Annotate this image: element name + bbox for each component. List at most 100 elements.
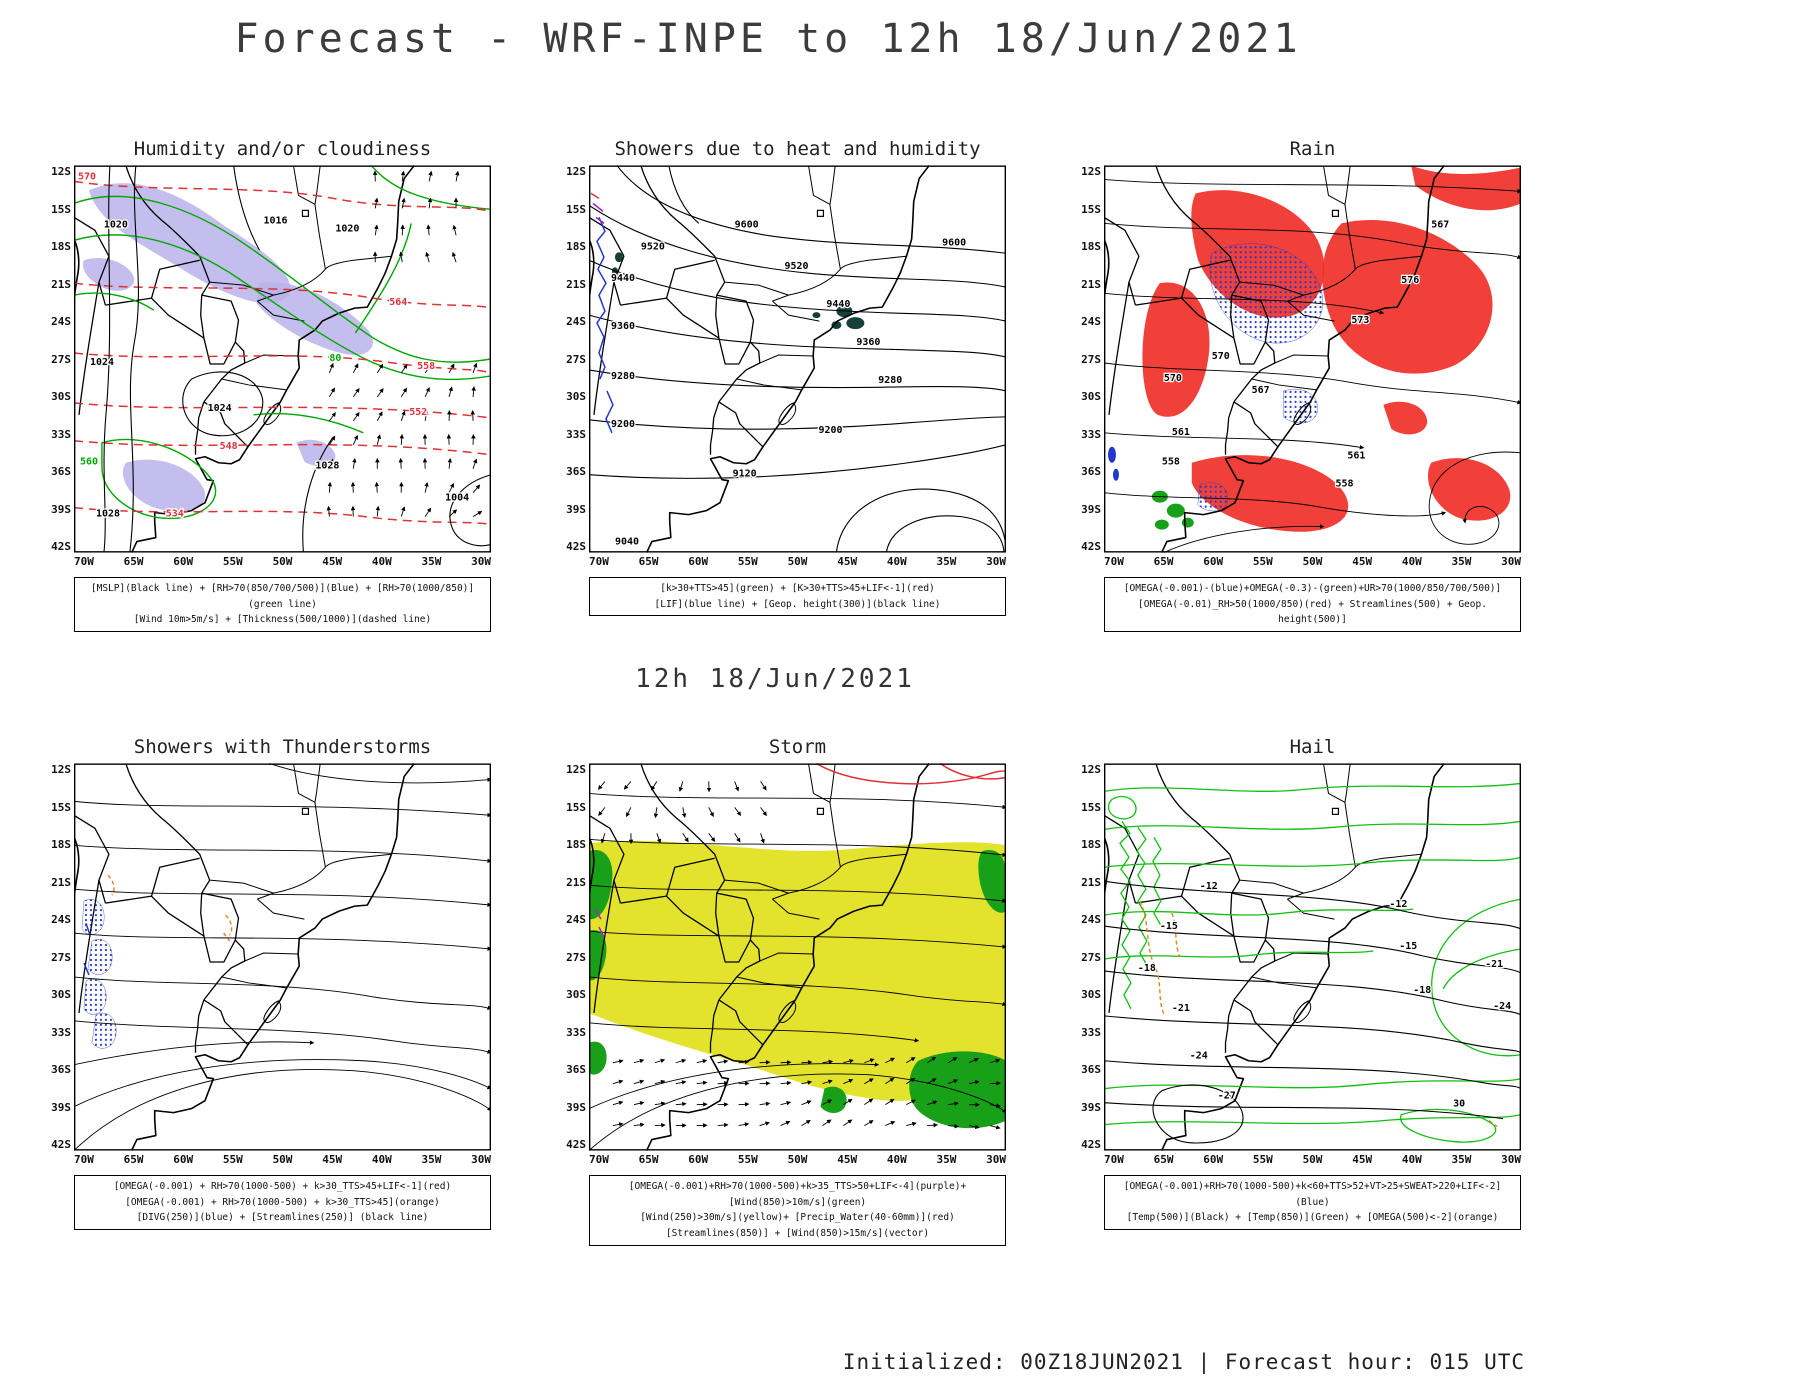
contour-label: 1020 [335,223,359,234]
tick-label: 60W [173,1153,194,1167]
tick-label: 45W [322,1153,343,1167]
legend-line: [OMEGA(-0.001) + RH>70(1000-500) + k>30_… [113,1181,452,1193]
contour-labels-layer: 561 567 570 573 576 558 561 567 570 558 [1161,218,1451,491]
tick-label: 18S [566,240,586,253]
contour-labels-layer: 9600 9600 9520 9520 9440 9440 9360 9360 9280 9280… [610,218,968,549]
tick-label: 30S [51,390,71,403]
tick-label: 27S [51,352,71,366]
tick-label: 36S [1081,1063,1101,1077]
tick-label: 27S [566,352,586,366]
panel-title: Hail [1289,736,1336,759]
map-rain: 561 567 570 573 576 558 561 567 570 558 [1104,165,1521,553]
tick-label: 21S [566,875,586,889]
instability-red-purple-bits [590,192,605,224]
tick-label: 65W [1153,555,1174,568]
contour-label: 552 [409,407,427,418]
tick-label: 33S [51,427,71,441]
tick-label: 36S [566,1063,586,1077]
contour-label: 1028 [315,461,339,472]
legend-line: [OMEGA(-0.01)_RH>50(1000/850)(red) + Str… [1138,598,1487,626]
panel-thunderstorms: Showers with Thunderstorms 12S 15S 18S 21S 2… [44,736,491,1246]
tick-label: 18S [1081,240,1101,253]
panel-title: Storm [768,736,827,759]
tick-label: 27S [1081,352,1101,366]
streamlines-layer [589,792,1006,1151]
lat-axis: 12S 15S 18S 21S 24S 27S 30S 33S 36S 39S 42S [559,165,589,553]
tick-label: 12S [566,165,586,178]
tick-label: 50W [272,1153,293,1167]
tick-label: 55W [1252,1153,1273,1167]
orange-instability-bits [107,874,233,942]
contour-label: 1028 [96,509,120,520]
tick-label: 30W [471,1153,491,1167]
contour-label: 570 [1164,373,1182,384]
contour-labels-layer: 1020 1016 1020 1024 1028 1024 1004 1028 570 564 55… [77,170,471,521]
wind-vectors-layer-south [612,1056,1001,1130]
lon-axis: 70W 65W 60W 55W 50W 45W 40W 35W 30W [74,555,491,568]
tick-label: 15S [1081,800,1101,814]
contour-label: 1024 [90,357,114,368]
lon-axis: 70W 65W 60W 55W 50W 45W 40W 35W 30W [1104,555,1521,568]
legend-line: [Wind(250)>30m/s](yellow)+ [Precip_Water… [640,1212,955,1224]
tick-label: 15S [566,800,586,814]
tick-label: 40W [371,1153,392,1167]
jet-yellow-shading-layer [589,840,1006,1101]
tick-label: 30S [1081,988,1101,1002]
omega-orange-contours [1139,900,1498,1128]
tick-label: 65W [1153,1153,1174,1167]
contour-label: 558 [417,361,435,372]
legend-box: [OMEGA(-0.001)+RH>70(1000-500)+k<60+TTS>… [1104,1175,1521,1231]
contour-label: -12 [1200,881,1218,892]
contour-label: -15 [1160,921,1178,932]
tick-label: 42S [51,1138,71,1152]
tick-label: 45W [1352,1153,1373,1167]
panel-title: Humidity and/or cloudiness [133,138,432,160]
geopotential-black-contours [589,165,1006,553]
tick-label: 65W [638,555,659,568]
cloud-shading-layer [82,183,373,512]
tick-label: 24S [51,315,71,328]
tick-label: 35W [421,555,442,568]
legend-line: [OMEGA(-0.001) + RH>70(1000-500) + k>30_… [125,1196,440,1208]
tick-label: 40W [1401,1153,1422,1167]
streamlines-layer [1104,178,1521,553]
tick-label: 70W [1104,555,1124,568]
contour-label: 1020 [104,219,128,230]
tick-label: 70W [589,1153,609,1167]
tick-label: 36S [566,465,586,478]
tick-label: 18S [1081,838,1101,852]
tick-label: 55W [222,555,243,568]
contour-label: 558 [1335,479,1353,490]
tick-label: 12S [1081,165,1101,178]
lat-axis: 12S 15S 18S 21S 24S 27S 30S 33S 36S 39S 42S [44,165,74,553]
tick-label: 36S [51,465,71,478]
tick-label: 30W [986,555,1006,568]
tick-label: 55W [222,1153,243,1167]
panel-storm: Storm 12S 15S 18S 21S 24S 27S 30S 33S 36S 39S 42S [559,736,1006,1246]
contour-label: -24 [1190,1051,1208,1062]
legend-box: [MSLP](Black line) + [RH>70(850/700/500)… [74,577,491,633]
tick-label: 35W [936,555,957,568]
contour-label: 567 [1431,219,1449,230]
tick-label: 35W [1451,555,1472,568]
tick-label: 60W [688,1153,709,1167]
contour-label: 9040 [615,537,639,548]
tick-label: 55W [737,1153,758,1167]
panel-title: Showers with Thunderstorms [133,736,432,759]
tick-label: 18S [51,838,71,852]
tick-label: 33S [566,427,586,441]
lat-axis: 12S 15S 18S 21S 24S 27S 30S 33S 36S 39S 42S [44,763,74,1151]
contour-label: 9360 [856,337,880,348]
contour-label: -18 [1138,963,1156,974]
map-humidity: 1020 1016 1020 1024 1028 1024 1004 1028 570 564 55… [74,165,491,553]
wind850-green-patches [589,849,1006,1129]
lif-blue-line [596,217,614,434]
tick-label: 35W [421,1153,442,1167]
tick-label: 39S [566,1100,586,1114]
tick-label: 30S [566,988,586,1002]
lon-axis: 70W 65W 60W 55W 50W 45W 40W 35W 30W [74,1153,491,1166]
tick-label: 36S [51,1063,71,1077]
panels-grid: Humidity and/or cloudiness 12S 15S 18S 21S 2… [44,138,1521,1246]
contour-label: 9520 [785,261,809,272]
